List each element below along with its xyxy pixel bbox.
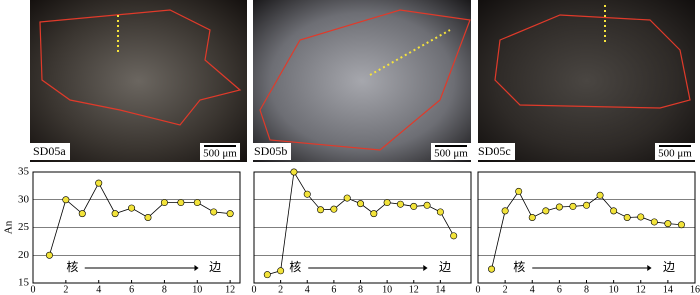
data-point	[78, 210, 86, 218]
data-point	[677, 221, 685, 229]
data-point	[160, 199, 168, 207]
x-tick-label: 14	[663, 284, 673, 295]
data-point	[210, 208, 218, 216]
x-tick-label: 8	[162, 284, 167, 295]
data-point	[423, 201, 431, 209]
scale-box	[655, 143, 695, 160]
data-point	[501, 207, 509, 215]
scale-box	[200, 143, 240, 160]
x-tick-label: 12	[636, 284, 646, 295]
label-box	[30, 143, 70, 160]
arrow-head	[194, 265, 199, 271]
x-tick-label: 4	[96, 284, 101, 295]
image-label: SD05a	[33, 144, 66, 158]
data-point	[226, 210, 234, 218]
scale-label: 500 μm	[658, 148, 692, 160]
label-box	[475, 143, 515, 160]
data-point	[410, 202, 418, 210]
y-tick-label: 35	[18, 166, 30, 178]
data-point	[343, 194, 351, 202]
data-point	[128, 204, 136, 212]
image-label: SD05c	[478, 144, 511, 158]
x-tick-label: 12	[225, 284, 235, 295]
data-point	[62, 196, 70, 204]
series-line	[49, 182, 231, 256]
annotation: 边	[209, 260, 221, 274]
data-point	[623, 214, 631, 222]
data-point	[177, 199, 185, 207]
y-tick-label: 20	[18, 249, 30, 261]
y-tick-label: 15	[18, 277, 30, 289]
data-point	[555, 203, 563, 211]
data-point	[515, 187, 523, 195]
x-tick-label: 6	[557, 284, 562, 295]
data-point	[528, 214, 536, 222]
scale-label: 500 μm	[434, 148, 468, 160]
arrow-head	[647, 265, 652, 271]
x-tick-label: 8	[358, 284, 363, 295]
x-tick-label: 0	[31, 284, 36, 295]
micrograph	[30, 0, 247, 162]
x-tick-label: 6	[331, 284, 336, 295]
data-point	[450, 232, 458, 240]
x-tick-label: 6	[129, 284, 134, 295]
x-tick-label: 2	[278, 284, 283, 295]
data-point	[396, 200, 404, 208]
image-label: SD05b	[254, 144, 287, 158]
x-tick-label: 4	[530, 284, 535, 295]
data-point	[383, 199, 391, 207]
annotation: 核	[66, 260, 78, 274]
data-point	[277, 267, 285, 275]
data-point	[263, 271, 271, 279]
data-point	[303, 190, 311, 198]
y-axis-label: An	[3, 220, 15, 234]
data-point	[317, 206, 325, 214]
x-tick-label: 2	[63, 284, 68, 295]
data-point	[193, 199, 201, 207]
data-point	[596, 191, 604, 199]
annotation: 边	[663, 260, 675, 274]
data-point	[436, 208, 444, 216]
data-point	[569, 202, 577, 210]
data-point	[95, 179, 103, 187]
x-tick-label: 10	[382, 284, 392, 295]
x-tick-label: 2	[503, 284, 508, 295]
x-tick-label: 10	[192, 284, 202, 295]
data-point	[664, 220, 672, 228]
data-point	[290, 168, 298, 176]
arrow-head	[423, 265, 428, 271]
data-point	[111, 210, 119, 218]
x-tick-label: 16	[690, 284, 700, 295]
x-tick-label: 0	[252, 284, 257, 295]
data-point	[488, 265, 496, 273]
x-tick-label: 0	[476, 284, 481, 295]
micrograph	[253, 0, 471, 162]
x-tick-label: 12	[409, 284, 419, 295]
micrograph	[478, 0, 695, 162]
y-tick-label: 25	[18, 221, 30, 233]
data-point	[45, 251, 53, 259]
data-point	[637, 213, 645, 221]
x-tick-label: 4	[305, 284, 310, 295]
x-tick-label: 8	[584, 284, 589, 295]
annotation: 边	[439, 260, 451, 274]
data-point	[330, 205, 338, 213]
data-point	[650, 218, 658, 226]
x-tick-label: 10	[609, 284, 619, 295]
x-tick-label: 14	[435, 284, 445, 295]
annotation: 核	[289, 260, 301, 274]
label-box	[251, 143, 291, 160]
data-point	[582, 201, 590, 209]
annotation: 核	[513, 260, 525, 274]
scale-box	[431, 143, 471, 160]
data-point	[357, 200, 365, 208]
data-point	[370, 210, 378, 218]
data-point	[542, 207, 550, 215]
data-point	[610, 207, 618, 215]
data-point	[144, 214, 152, 222]
scale-label: 500 μm	[203, 148, 237, 160]
y-tick-label: 30	[18, 193, 30, 205]
